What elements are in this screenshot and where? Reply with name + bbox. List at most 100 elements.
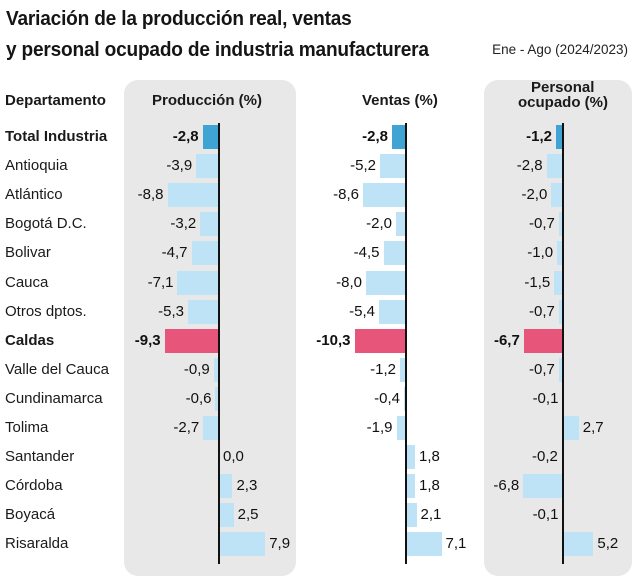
ventas-value-cordoba: 1,8	[419, 477, 440, 495]
personal-value-atlantico: -2,0	[521, 186, 548, 204]
ventas-value-otros-dptos: -5,4	[349, 302, 375, 320]
personal-value-cauca: -1,5	[524, 273, 551, 291]
personal-bar-bogota-d-c	[558, 212, 563, 237]
category-label-cundinamarca: Cundinamarca	[5, 389, 103, 407]
personal-value-santander: -0,2	[531, 448, 558, 466]
category-label-valle-del-cauca: Valle del Cauca	[5, 360, 109, 378]
category-label-cordoba: Córdoba	[5, 477, 63, 495]
ventas-value-atlantico: -8,6	[333, 186, 359, 204]
ventas-bar-cordoba	[406, 474, 415, 499]
ventas-bar-tolima	[396, 416, 406, 440]
produccion-bar-cauca	[177, 270, 219, 295]
personal-bar-cordoba	[523, 474, 563, 499]
produccion-bar-tolima	[203, 416, 219, 440]
ventas-value-santander: 1,8	[419, 448, 440, 466]
personal-value-otros-dptos: -0,7	[529, 302, 555, 320]
personal-value-caldas: -6,7	[493, 331, 520, 349]
ventas-bar-otros-dptos	[379, 299, 406, 324]
category-label-bolivar: Bolivar	[5, 244, 51, 262]
category-label-antioquia: Antioquia	[5, 157, 68, 175]
personal-value-total-industria: -1,2	[526, 128, 552, 145]
produccion-value-tolima: -2,7	[173, 419, 200, 436]
ventas-bar-atlantico	[363, 183, 406, 208]
produccion-value-valle-del-cauca: -0,9	[183, 360, 210, 378]
personal-bar-antioquia	[546, 154, 563, 179]
chart-title-line1: Variación de la producción real, ventas	[6, 7, 352, 30]
ventas-bar-valle-del-cauca	[400, 357, 406, 382]
produccion-bar-bolivar	[191, 241, 219, 266]
personal-value-risaralda: 5,2	[597, 535, 619, 553]
ventas-value-caldas: -10,3	[316, 331, 351, 349]
personal-header-line2: ocupado (%)	[518, 94, 608, 111]
category-label-tolima: Tolima	[5, 419, 49, 436]
category-label-risaralda: Risaralda	[5, 535, 69, 553]
ventas-value-risaralda: 7,1	[445, 535, 467, 553]
personal-value-antioquia: -2,8	[516, 157, 543, 175]
personal-value-cordoba: -6,8	[493, 477, 520, 495]
produccion-bar-boyaca	[219, 503, 234, 528]
category-label-caldas: Caldas	[5, 331, 55, 349]
ventas-value-boyaca: 2,1	[420, 506, 442, 524]
produccion-bar-antioquia	[196, 154, 219, 179]
produccion-value-cordoba: 2,3	[236, 477, 258, 495]
produccion-value-santander: 0,0	[223, 448, 244, 466]
produccion-value-boyaca: 2,5	[237, 506, 259, 524]
produccion-value-risaralda: 7,9	[269, 535, 291, 553]
chart-title-line2: y personal ocupado de industria manufact…	[6, 38, 429, 61]
ventas-value-valle-del-cauca: -1,2	[370, 360, 396, 378]
ventas-bar-antioquia	[380, 154, 406, 179]
ventas-value-tolima: -1,9	[366, 419, 393, 436]
ventas-bar-bolivar	[383, 241, 406, 266]
ventas-bar-risaralda	[406, 532, 442, 557]
produccion-bar-caldas	[164, 328, 219, 353]
produccion-bar-cundinamarca	[215, 386, 219, 411]
personal-bar-total-industria	[555, 125, 563, 149]
produccion-value-antioquia: -3,9	[166, 157, 193, 175]
ventas-bar-cauca	[366, 270, 406, 295]
produccion-bar-total-industria	[202, 125, 219, 149]
category-label-boyaca: Boyacá	[5, 506, 56, 524]
personal-value-valle-del-cauca: -0,7	[529, 360, 555, 378]
produccion-value-cundinamarca: -0,6	[185, 389, 212, 407]
ventas-bar-santander	[406, 445, 415, 470]
ventas-value-cauca: -8,0	[336, 273, 362, 291]
department-header: Departamento	[5, 92, 106, 109]
personal-zero-axis	[562, 123, 564, 564]
personal-value-tolima: 2,7	[582, 419, 604, 436]
produccion-value-atlantico: -8,8	[137, 186, 164, 204]
produccion-value-bolivar: -4,7	[161, 244, 188, 262]
category-label-cauca: Cauca	[5, 273, 49, 291]
personal-bar-risaralda	[563, 532, 594, 557]
category-label-otros-dptos: Otros dptos.	[5, 302, 87, 320]
personal-bar-caldas	[523, 328, 563, 353]
personal-bar-atlantico	[551, 183, 563, 208]
personal-bar-otros-dptos	[558, 299, 563, 324]
personal-bar-cauca	[554, 270, 563, 295]
ventas-header: Ventas (%)	[362, 92, 438, 109]
ventas-bar-boyaca	[406, 503, 417, 528]
category-label-total-industria: Total Industria	[5, 128, 108, 145]
personal-bar-tolima	[563, 416, 579, 440]
personal-value-bogota-d-c: -0,7	[529, 215, 555, 233]
ventas-value-antioquia: -5,2	[350, 157, 376, 175]
produccion-value-cauca: -7,1	[147, 273, 174, 291]
ventas-value-bolivar: -4,5	[353, 244, 380, 262]
ventas-value-cundinamarca: -0,4	[374, 389, 400, 407]
ventas-value-total-industria: -2,8	[362, 128, 388, 145]
produccion-zero-axis	[218, 123, 220, 564]
personal-value-bolivar: -1,0	[527, 244, 554, 262]
produccion-header: Producción (%)	[152, 92, 263, 109]
produccion-value-otros-dptos: -5,3	[158, 302, 184, 320]
ventas-bar-caldas	[354, 328, 406, 353]
personal-bar-bolivar	[557, 241, 563, 266]
produccion-bar-atlantico	[167, 183, 219, 208]
category-label-atlantico: Atlántico	[5, 186, 63, 204]
ventas-bar-bogota-d-c	[396, 212, 406, 237]
produccion-value-bogota-d-c: -3,2	[170, 215, 197, 233]
personal-value-cundinamarca: -0,1	[532, 389, 559, 407]
category-label-bogota-d-c: Bogotá D.C.	[5, 215, 87, 233]
personal-bar-valle-del-cauca	[558, 357, 563, 382]
produccion-value-caldas: -9,3	[134, 331, 161, 349]
ventas-bar-total-industria	[392, 125, 406, 149]
produccion-bar-bogota-d-c	[200, 212, 219, 237]
